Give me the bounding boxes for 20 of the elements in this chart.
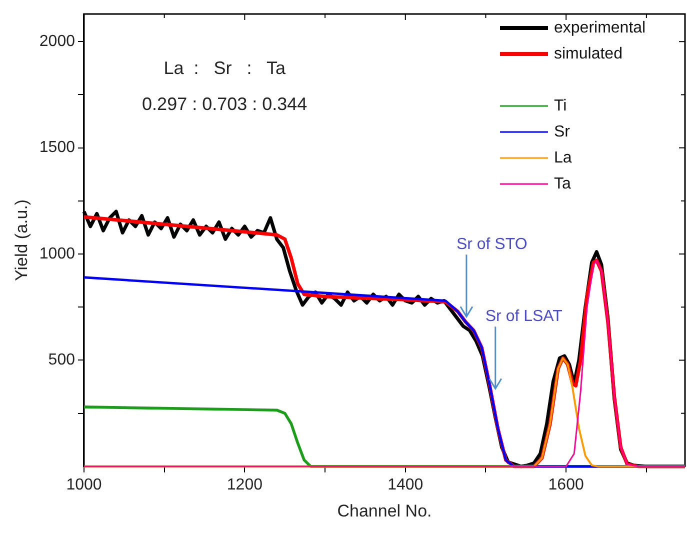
legend-label: Ta <box>554 175 571 192</box>
annotation: La : Sr : Ta <box>164 58 286 78</box>
x-tick-label: 1400 <box>388 476 424 494</box>
legend-label: Ti <box>554 97 567 114</box>
annotation: 0.297 : 0.703 : 0.344 <box>142 94 308 114</box>
y-tick-label: 1500 <box>39 139 76 156</box>
legend-label: La <box>554 149 572 166</box>
x-tick-label: 1600 <box>548 476 584 494</box>
y-tick-label: 500 <box>48 352 76 369</box>
annotation: Sr of STO <box>456 236 528 254</box>
legend-label: experimental <box>554 19 646 36</box>
y-axis-title: Yield (a.u.) <box>12 199 31 281</box>
y-tick-label: 2000 <box>39 33 76 50</box>
x-tick-label: 1200 <box>226 476 263 494</box>
legend-label: simulated <box>554 45 622 62</box>
legend-label: Sr <box>554 123 571 140</box>
x-axis-title: Channel No. <box>337 501 432 520</box>
x-tick-label: 1000 <box>66 476 102 494</box>
annotation: Sr of LSAT <box>485 308 563 326</box>
y-tick-label: 1000 <box>39 245 76 262</box>
